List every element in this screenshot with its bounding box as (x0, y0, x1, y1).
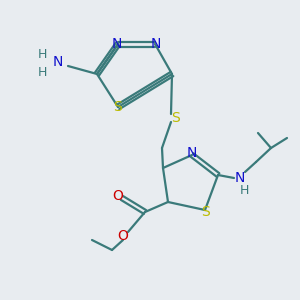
Text: O: O (112, 189, 123, 203)
Text: S: S (171, 111, 179, 125)
Text: H: H (239, 184, 249, 196)
Text: O: O (118, 229, 128, 243)
Text: N: N (187, 146, 197, 160)
Text: H: H (37, 49, 47, 62)
Text: N: N (151, 37, 161, 51)
Text: N: N (235, 171, 245, 185)
Text: N: N (112, 37, 122, 51)
Text: S: S (201, 205, 209, 219)
Text: H: H (37, 65, 47, 79)
Text: S: S (114, 100, 122, 114)
Text: N: N (53, 55, 63, 69)
